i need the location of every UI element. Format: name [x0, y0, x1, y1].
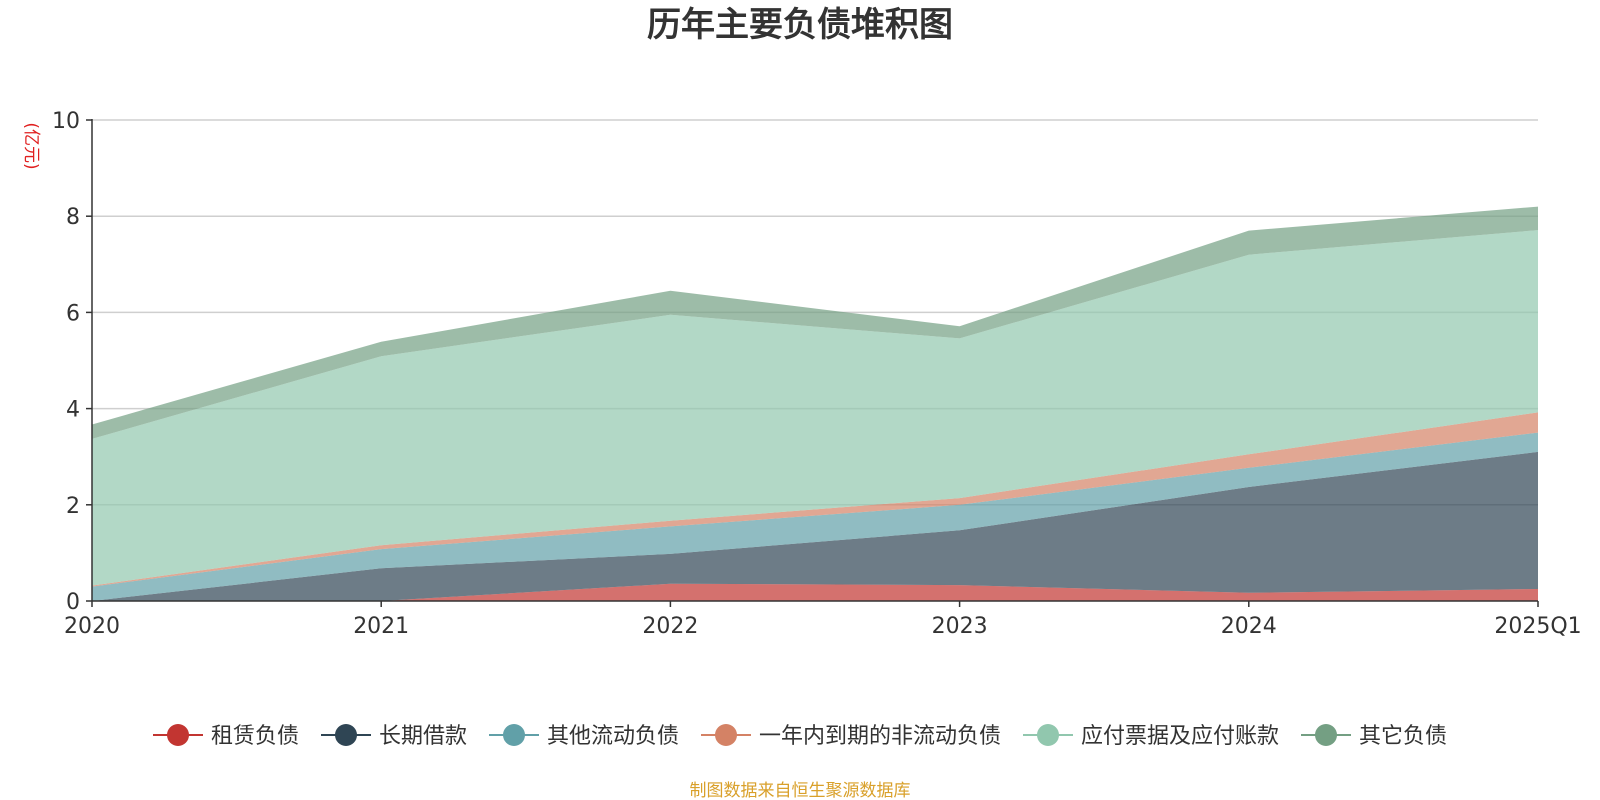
legend-item-4[interactable]: 应付票据及应付账款 — [1023, 724, 1279, 749]
y-axis-unit-label: (亿元) — [21, 122, 41, 169]
x-tick-label: 2024 — [1221, 614, 1277, 639]
legend-label: 应付票据及应付账款 — [1081, 724, 1279, 749]
legend-symbol — [503, 724, 525, 746]
data-source-footer: 制图数据来自恒生聚源数据库 — [690, 781, 911, 800]
y-tick-label: 8 — [66, 205, 80, 230]
area-series-1 — [92, 451, 1538, 601]
y-tick-label: 4 — [66, 398, 80, 423]
area-series-4 — [92, 230, 1538, 586]
y-tick-label: 10 — [52, 109, 80, 134]
legend-item-2[interactable]: 其他流动负债 — [489, 724, 679, 749]
y-tick-label: 2 — [66, 494, 80, 519]
area-series-5 — [92, 206, 1538, 439]
legend-item-0[interactable]: 租赁负债 — [153, 724, 299, 749]
x-tick-label: 2023 — [932, 614, 988, 639]
area-series-3 — [92, 412, 1538, 587]
y-tick-label: 0 — [66, 590, 80, 615]
legend-item-3[interactable]: 一年内到期的非流动负债 — [701, 724, 1001, 749]
legend-label: 其他流动负债 — [547, 724, 679, 749]
area-series-0 — [92, 583, 1538, 601]
axes: 0 2 4 6 8 10 2020 2021 2022 2023 2024 2025Q1 — [52, 109, 1582, 639]
legend-label: 一年内到期的非流动负债 — [759, 724, 1001, 749]
chart-title: 历年主要负债堆积图 — [647, 5, 953, 45]
legend-symbol — [715, 724, 737, 746]
legend-item-5[interactable]: 其它负债 — [1301, 724, 1447, 749]
x-tick-label: 2021 — [353, 614, 409, 639]
legend-label: 长期借款 — [379, 724, 467, 749]
legend-symbol — [167, 724, 189, 746]
legend: 租赁负债 长期借款 其他流动负债 一年内到期的非流动负债 应付票据及应付账款 其它负债 — [153, 724, 1447, 749]
legend-label: 其它负债 — [1359, 724, 1447, 749]
legend-symbol — [335, 724, 357, 746]
x-tick-label: 2025Q1 — [1494, 614, 1581, 639]
legend-item-1[interactable]: 长期借款 — [321, 724, 467, 749]
x-tick-label: 2020 — [64, 614, 120, 639]
legend-label: 租赁负债 — [211, 724, 299, 749]
legend-symbol — [1037, 724, 1059, 746]
area-series-group — [92, 206, 1538, 601]
legend-symbol — [1315, 724, 1337, 746]
y-tick-label: 6 — [66, 301, 80, 326]
x-tick-label: 2022 — [642, 614, 698, 639]
area-series-2 — [92, 432, 1538, 601]
